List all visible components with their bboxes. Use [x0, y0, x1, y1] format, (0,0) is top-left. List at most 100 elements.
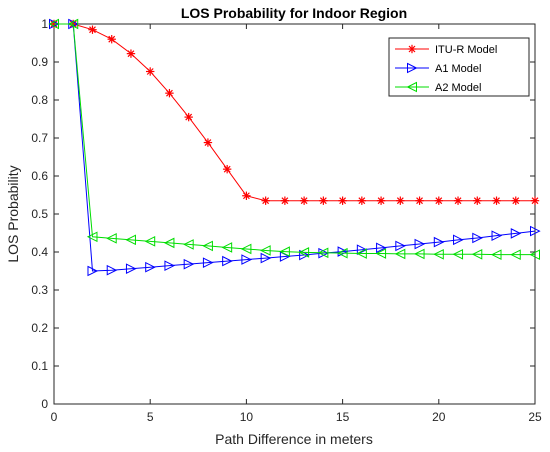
x-axis-label: Path Difference in meters: [215, 431, 373, 447]
data-point-itu-r-model: [126, 49, 136, 58]
data-point-itu-r-model: [338, 196, 347, 205]
data-point-a2-model: [298, 247, 310, 258]
y-tick-label: 0.7: [31, 131, 48, 145]
data-point-itu-r-model: [453, 196, 463, 205]
data-point-itu-r-model: [357, 196, 367, 205]
data-point-a2-model: [433, 248, 444, 260]
y-tick-label: 0.3: [31, 283, 48, 297]
data-point-a1-model: [145, 261, 156, 273]
legend-label: A1 Model: [435, 63, 481, 75]
y-tick-label: 0.5: [31, 207, 48, 221]
data-point-itu-r-model: [415, 196, 424, 205]
y-tick-label: 1: [41, 17, 48, 31]
data-point-a1-model: [530, 225, 541, 237]
x-tick-label: 15: [336, 410, 350, 424]
x-tick-label: 25: [528, 410, 542, 424]
legend-item-a2-model: A2 Model: [395, 81, 481, 94]
data-point-a2-model: [163, 237, 175, 249]
data-point-a1-model: [453, 234, 464, 246]
data-point-a2-model: [279, 246, 290, 257]
data-point-a2-model: [260, 245, 271, 256]
data-point-itu-r-model: [376, 196, 386, 205]
data-point-itu-r-model: [319, 196, 328, 205]
data-point-a2-model: [490, 249, 502, 260]
legend-swatch-marker: [407, 44, 417, 54]
data-point-a2-model: [452, 248, 464, 260]
data-point-a2-model: [413, 248, 425, 260]
series-a2-model: [48, 18, 540, 260]
legend-swatch-marker: [406, 81, 417, 93]
data-point-itu-r-model: [184, 112, 193, 122]
data-point-a2-model: [529, 249, 540, 260]
series-layer: [48, 18, 541, 277]
data-point-a2-model: [106, 233, 117, 244]
data-point-a1-model: [356, 244, 368, 256]
data-point-a1-model: [510, 228, 522, 239]
chart-title: LOS Probability for Indoor Region: [181, 5, 407, 21]
data-point-a1-model: [260, 252, 272, 264]
data-point-a2-model: [356, 248, 367, 259]
data-point-a2-model: [317, 247, 329, 259]
data-point-a1-model: [106, 264, 118, 276]
data-point-a2-model: [144, 236, 156, 247]
x-tick-label: 0: [51, 410, 58, 424]
data-point-itu-r-model: [107, 35, 116, 44]
data-point-a2-model: [183, 239, 194, 250]
data-point-a2-model: [221, 242, 233, 253]
data-point-a2-model: [67, 18, 79, 30]
series-itu-r-model: [49, 19, 540, 205]
legend-item-a1-model: A1 Model: [395, 62, 481, 75]
data-point-a2-model: [240, 243, 252, 255]
data-point-a2-model: [125, 234, 136, 246]
data-point-itu-r-model: [222, 164, 232, 174]
data-point-itu-r-model: [511, 196, 520, 205]
y-tick-label: 0.9: [31, 55, 48, 69]
y-tick-label: 0.8: [31, 93, 48, 107]
data-point-itu-r-model: [165, 88, 174, 98]
data-point-itu-r-model: [146, 67, 155, 76]
y-tick-label: 0.4: [31, 245, 48, 259]
data-point-a2-model: [510, 249, 521, 260]
legend: ITU-R Model A1 Model A2 Model: [388, 37, 530, 97]
data-point-itu-r-model: [280, 196, 290, 205]
y-tick-label: 0: [41, 397, 48, 411]
data-point-a1-model: [87, 265, 99, 277]
data-point-itu-r-model: [242, 191, 251, 200]
y-axis-label: LOS Probability: [5, 165, 21, 262]
data-point-a1-model: [222, 255, 233, 267]
data-point-itu-r-model: [261, 196, 270, 205]
data-point-a1-model: [414, 238, 426, 250]
data-point-a1-model: [337, 246, 349, 257]
data-point-a1-model: [241, 254, 253, 265]
data-point-a2-model: [202, 240, 213, 252]
data-point-a1-model: [183, 258, 195, 270]
series-line-a2-model: [54, 23, 535, 256]
data-point-a2-model: [471, 248, 483, 260]
y-tick-label: 0.6: [31, 169, 48, 183]
data-point-a2-model: [336, 247, 348, 259]
x-tick-label: 20: [432, 410, 446, 424]
data-point-itu-r-model: [530, 196, 540, 205]
data-point-itu-r-model: [88, 25, 97, 34]
legend-item-itu-r-model: ITU-R Model: [395, 44, 497, 56]
y-tick-label: 0.1: [31, 359, 48, 373]
data-point-a2-model: [394, 248, 406, 260]
data-point-itu-r-model: [473, 196, 482, 205]
data-point-a1-model: [395, 240, 406, 252]
legend-label: A2 Model: [435, 82, 481, 94]
data-point-a1-model: [491, 230, 503, 241]
x-tick-label: 10: [240, 410, 254, 424]
data-point-a1-model: [164, 260, 176, 271]
axis-ticks: 0 5 10 15 20 25 0 0.1 0.2 0.3 0.4 0.5 0.6 0.7 0.8 0.9 1: [31, 17, 542, 424]
data-point-a2-model: [48, 18, 59, 30]
x-tick-label: 5: [147, 410, 154, 424]
data-point-a1-model: [125, 263, 137, 275]
y-tick-label: 0.2: [31, 321, 48, 335]
data-point-a1-model: [202, 257, 214, 268]
legend-label: ITU-R Model: [435, 44, 497, 56]
data-point-itu-r-model: [299, 196, 309, 205]
data-point-a1-model: [472, 232, 483, 244]
data-point-itu-r-model: [396, 196, 405, 205]
legend-swatch-marker: [407, 62, 418, 74]
